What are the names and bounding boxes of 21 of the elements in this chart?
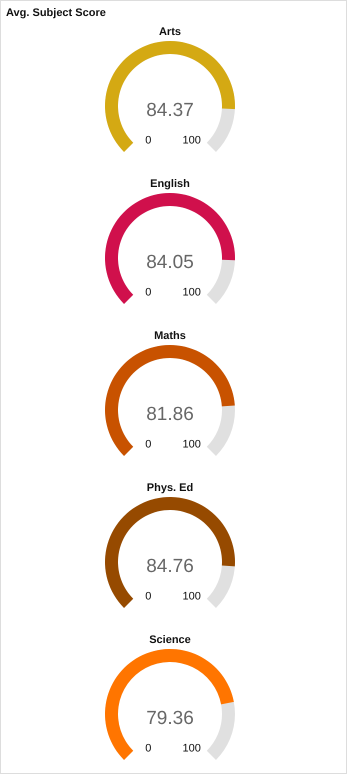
text: 0	[145, 134, 152, 147]
text: 100	[182, 286, 201, 299]
data-label: 81.86	[146, 404, 194, 425]
data-label: 84.05	[146, 252, 194, 273]
text: 0	[145, 438, 152, 451]
text: Avg. Subject Score	[6, 7, 106, 19]
text: 100	[182, 742, 201, 755]
data-label: 79.36	[146, 708, 194, 729]
text: English	[150, 178, 190, 190]
text: 0	[145, 286, 152, 299]
text: 0	[145, 742, 152, 755]
data-label: 84.76	[146, 556, 194, 577]
text: 0	[145, 590, 152, 603]
text: 100	[182, 438, 201, 451]
text: Maths	[154, 330, 186, 342]
text: Phys. Ed	[146, 482, 194, 494]
text: 100	[182, 590, 201, 603]
data-label: 84.37	[146, 100, 194, 121]
text: Science	[149, 634, 191, 646]
text: 100	[182, 134, 201, 147]
text: Arts	[158, 26, 182, 38]
